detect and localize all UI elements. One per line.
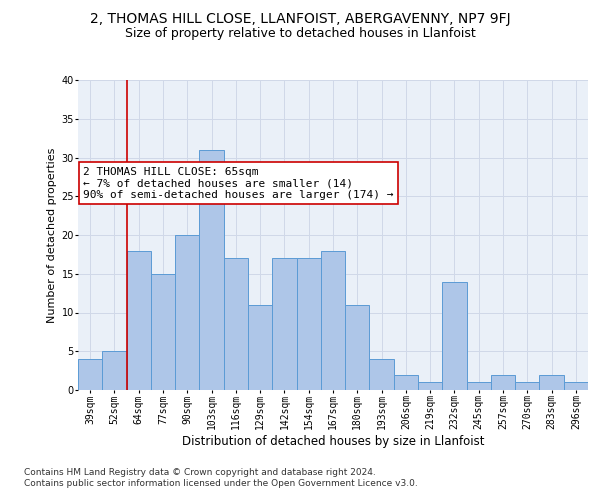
Bar [394, 374, 418, 390]
Y-axis label: Number of detached properties: Number of detached properties [47, 148, 57, 322]
Bar [248, 304, 272, 390]
Bar [78, 359, 102, 390]
Bar [539, 374, 564, 390]
Bar [467, 382, 491, 390]
Bar [151, 274, 175, 390]
Bar [127, 250, 151, 390]
Bar [296, 258, 321, 390]
Text: 2 THOMAS HILL CLOSE: 65sqm
← 7% of detached houses are smaller (14)
90% of semi-: 2 THOMAS HILL CLOSE: 65sqm ← 7% of detac… [83, 167, 394, 200]
Bar [272, 258, 296, 390]
Bar [199, 150, 224, 390]
Bar [175, 235, 199, 390]
Text: 2, THOMAS HILL CLOSE, LLANFOIST, ABERGAVENNY, NP7 9FJ: 2, THOMAS HILL CLOSE, LLANFOIST, ABERGAV… [89, 12, 511, 26]
Text: Size of property relative to detached houses in Llanfoist: Size of property relative to detached ho… [125, 28, 475, 40]
Bar [321, 250, 345, 390]
Bar [515, 382, 539, 390]
Bar [102, 351, 127, 390]
Bar [418, 382, 442, 390]
Bar [345, 304, 370, 390]
X-axis label: Distribution of detached houses by size in Llanfoist: Distribution of detached houses by size … [182, 435, 484, 448]
Text: Contains HM Land Registry data © Crown copyright and database right 2024.
Contai: Contains HM Land Registry data © Crown c… [24, 468, 418, 487]
Bar [442, 282, 467, 390]
Bar [491, 374, 515, 390]
Bar [564, 382, 588, 390]
Bar [370, 359, 394, 390]
Bar [224, 258, 248, 390]
